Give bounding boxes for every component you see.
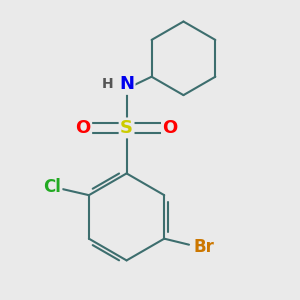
Text: O: O [163,119,178,137]
Text: Cl: Cl [43,178,61,196]
Text: H: H [102,77,114,92]
Text: N: N [119,75,134,93]
Text: O: O [76,119,91,137]
Text: Br: Br [194,238,215,256]
Text: S: S [120,119,133,137]
